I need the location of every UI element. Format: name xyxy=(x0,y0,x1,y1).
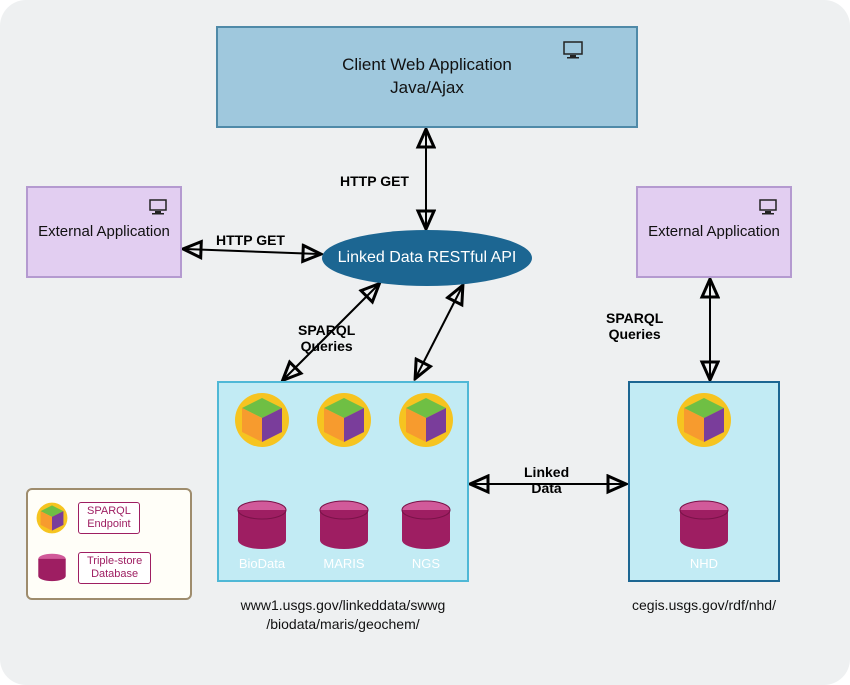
monitor-icon xyxy=(148,198,168,222)
legend: SPARQL Endpoint Triple-store Database xyxy=(26,488,192,600)
ext-right-title: External Application xyxy=(648,222,780,242)
label-sparql-left: SPARQL Queries xyxy=(298,322,355,354)
urls-left: www1.usgs.gov/linkeddata/swwg /biodata/m… xyxy=(217,596,469,634)
client-subtitle: Java/Ajax xyxy=(342,77,512,100)
db-text-biodata: BioData xyxy=(228,557,296,572)
client-web-application: Client Web Application Java/Ajax xyxy=(216,26,638,128)
label-http-top: HTTP GET xyxy=(340,173,409,189)
external-application-left: External Application xyxy=(26,186,182,278)
monitor-icon xyxy=(758,198,778,222)
ext-left-title: External Application xyxy=(38,222,170,242)
db-text-nhd: NHD xyxy=(676,557,732,572)
legend-sparql-label: SPARQL Endpoint xyxy=(78,502,140,534)
external-application-right: External Application xyxy=(636,186,792,278)
sparql-endpoint-icon xyxy=(234,392,290,448)
architecture-diagram: Client Web Application Java/Ajax Externa… xyxy=(0,0,850,685)
sparql-endpoint-icon xyxy=(36,502,68,534)
label-sparql-right: SPARQL Queries xyxy=(606,310,663,342)
monitor-icon xyxy=(562,40,584,66)
database-icon xyxy=(676,498,732,554)
legend-row-triple: Triple-store Database xyxy=(36,552,151,584)
db-text-ngs: NGS xyxy=(398,557,454,572)
sparql-endpoint-icon xyxy=(398,392,454,448)
sparql-endpoint-icon xyxy=(316,392,372,448)
linked-data-api: Linked Data RESTful API xyxy=(322,230,532,286)
legend-row-sparql: SPARQL Endpoint xyxy=(36,502,140,534)
database-icon xyxy=(36,552,68,584)
sparql-endpoint-icon xyxy=(676,392,732,448)
client-title: Client Web Application xyxy=(342,54,512,77)
legend-triple-label: Triple-store Database xyxy=(78,552,151,584)
urls-right: cegis.usgs.gov/rdf/nhd/ xyxy=(600,596,808,615)
database-icon xyxy=(316,498,372,554)
label-http-left: HTTP GET xyxy=(216,232,285,248)
database-icon xyxy=(398,498,454,554)
database-icon xyxy=(234,498,290,554)
label-linked-data: Linked Data xyxy=(524,464,569,496)
db-text-maris: MARIS xyxy=(314,557,374,572)
api-title: Linked Data RESTful API xyxy=(338,249,517,267)
